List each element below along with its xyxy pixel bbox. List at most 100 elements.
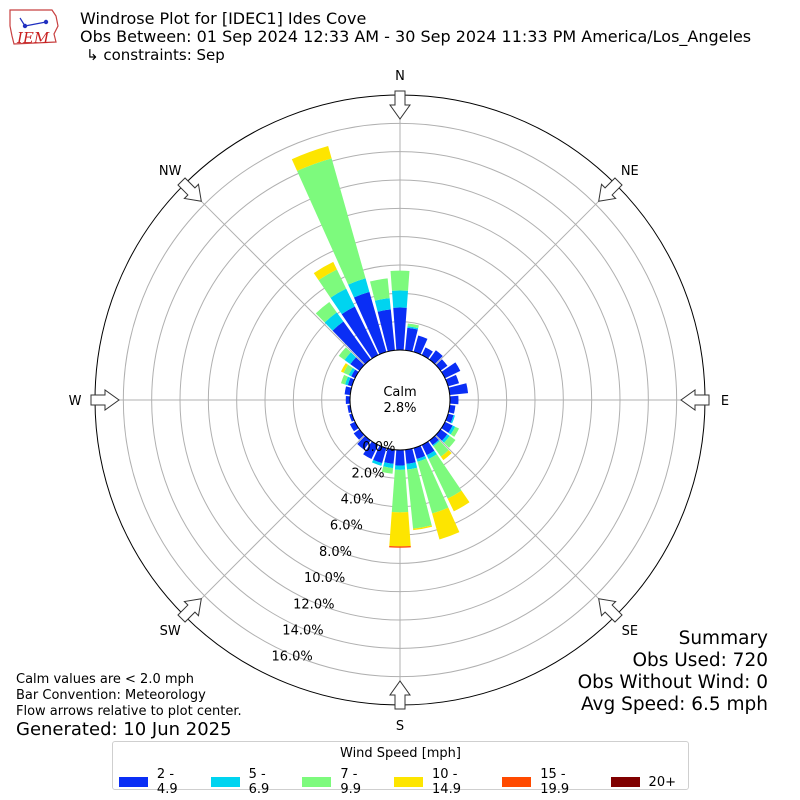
- bar-segment-300-bin0: [351, 369, 359, 379]
- bar-segment-170-bin1: [406, 462, 418, 470]
- bar-segment-350-bin2: [370, 278, 390, 301]
- bar-segment-180-bin0: [395, 449, 405, 466]
- legend-swatch: [610, 777, 640, 787]
- bar-segment-60-bin0: [441, 362, 461, 379]
- bar-segment-320-bin2: [315, 301, 337, 323]
- ring-label: 16.0%: [271, 650, 312, 665]
- direction-label-n: N: [395, 69, 405, 84]
- bar-segment-170-bin2: [407, 467, 432, 529]
- direction-label-nw: NW: [159, 164, 182, 179]
- flow-arrows: [90, 90, 710, 710]
- legend-label: 20+: [648, 774, 676, 790]
- bar-convention-note: Bar Convention: Meteorology: [16, 688, 206, 703]
- flow-arrow-sw-icon: [177, 598, 202, 623]
- bar-segment-310-bin0: [350, 357, 365, 371]
- bar-segment-100-bin0: [448, 405, 456, 414]
- flow-arrow-n-icon: [389, 90, 411, 120]
- legend-label: 5 - 6.9: [248, 767, 270, 797]
- bar-segment-270-bin0: [345, 396, 351, 404]
- bar-segment-150-bin0: [421, 441, 435, 456]
- ring-label: 2.0%: [352, 466, 385, 481]
- legend-item: 10 - 14.9: [394, 767, 490, 797]
- bar-segment-300-bin1: [348, 367, 356, 377]
- legend-label: 15 - 19.9: [540, 767, 570, 797]
- direction-label-se: SE: [622, 624, 638, 639]
- summary-obs-used: Obs Used: 720: [632, 650, 768, 671]
- bar-segment-220-bin0: [357, 435, 371, 450]
- iem-logo: IEM: [6, 6, 62, 54]
- bar-segment-190-bin0: [384, 448, 395, 464]
- chart-title: Windrose Plot for [IDEC1] Ides Cove: [80, 9, 367, 28]
- bar-segment-340-bin2: [297, 158, 366, 285]
- spoke-nw: [183, 183, 365, 365]
- ring-label: 8.0%: [319, 545, 352, 560]
- calm-label: Calm: [383, 385, 416, 400]
- bar-segment-120-bin1: [448, 425, 456, 435]
- bar-segment-300-bin3: [340, 363, 349, 373]
- legend-item: 5 - 6.9: [210, 767, 291, 797]
- legend-title: Wind Speed [mph]: [340, 746, 461, 761]
- bar-segment-350-bin1: [374, 298, 391, 312]
- summary-title: Summary: [678, 628, 768, 649]
- bar-segment-180-bin1: [394, 465, 406, 470]
- bar-segment-340-bin0: [353, 291, 387, 355]
- legend-swatch: [210, 777, 240, 787]
- bar-segment-230-bin0: [353, 429, 365, 440]
- bar-segment-170-bin3: [413, 525, 433, 531]
- bar-segment-20-bin0: [413, 335, 428, 355]
- flow-arrow-se-icon: [598, 598, 623, 623]
- direction-label-s: S: [396, 719, 404, 734]
- bar-segment-290-bin1: [345, 376, 351, 386]
- flow-arrow-nw-icon: [177, 177, 202, 202]
- legend-label: 10 - 14.9: [432, 767, 461, 797]
- legend-item: 7 - 9.9: [302, 767, 382, 797]
- bar-segment-180-bin4: [389, 545, 411, 548]
- bar-segment-340-bin3: [291, 146, 332, 171]
- flow-arrow-ne-icon: [598, 177, 623, 202]
- calm-note: Calm values are < 2.0 mph: [16, 672, 195, 687]
- bar-segment-300-bin2: [343, 364, 353, 376]
- bar-segment-160-bin1: [416, 455, 427, 462]
- bar-segment-150-bin1: [426, 450, 437, 460]
- bar-segment-340-bin1: [348, 278, 370, 298]
- bar-segment-40-bin0: [429, 350, 443, 365]
- bar-segment-30-bin0: [421, 347, 433, 359]
- ring-label: 4.0%: [341, 493, 374, 508]
- bar-segment-140-bin1: [432, 439, 440, 447]
- legend-label: 2 - 4.9: [156, 767, 178, 797]
- spoke-ne: [435, 183, 617, 365]
- bar-segment-110-bin1: [450, 415, 455, 424]
- bar-segment-250-bin0: [349, 413, 355, 422]
- summary-avg-speed: Avg Speed: 6.5 mph: [580, 694, 768, 715]
- flow-arrow-e-icon: [680, 389, 710, 411]
- bar-segment-310-bin2: [338, 347, 351, 360]
- bar-segment-210-bin0: [363, 441, 379, 460]
- ring-label: 12.0%: [293, 597, 334, 612]
- bar-segment-330-bin0: [341, 306, 379, 359]
- bar-segment-140-bin2: [433, 440, 449, 457]
- bar-segment-330-bin3: [313, 261, 337, 281]
- bar-segment-320-bin1: [324, 312, 344, 331]
- bar-segment-10-bin1: [407, 326, 419, 330]
- bar-segment-0-bin1: [391, 290, 409, 308]
- bar-segment-260-bin0: [347, 405, 352, 413]
- bar-segment-320-bin0: [332, 321, 371, 365]
- ring-label: 10.0%: [304, 571, 345, 586]
- bar-segment-140-bin3: [440, 450, 452, 461]
- ring-label: 6.0%: [330, 519, 363, 534]
- calm-circle: [349, 349, 451, 451]
- bar-segment-150-bin3: [447, 490, 470, 512]
- bar-segment-170-bin0: [405, 448, 416, 464]
- legend-item: 15 - 19.9: [502, 767, 598, 797]
- bar-segment-290-bin2: [340, 374, 348, 385]
- spoke-se: [435, 435, 617, 617]
- windrose-bars: [291, 146, 470, 548]
- legend-swatch: [502, 777, 532, 787]
- bar-segment-120-bin2: [450, 426, 460, 437]
- legend-item: 20+: [610, 767, 676, 797]
- calm-value: 2.8%: [383, 401, 416, 416]
- bar-segment-130-bin2: [443, 435, 456, 448]
- bar-segment-80-bin0: [448, 383, 469, 395]
- chart-constraints: ↳ constraints: Sep: [86, 46, 225, 64]
- bar-segment-150-bin2: [428, 454, 462, 499]
